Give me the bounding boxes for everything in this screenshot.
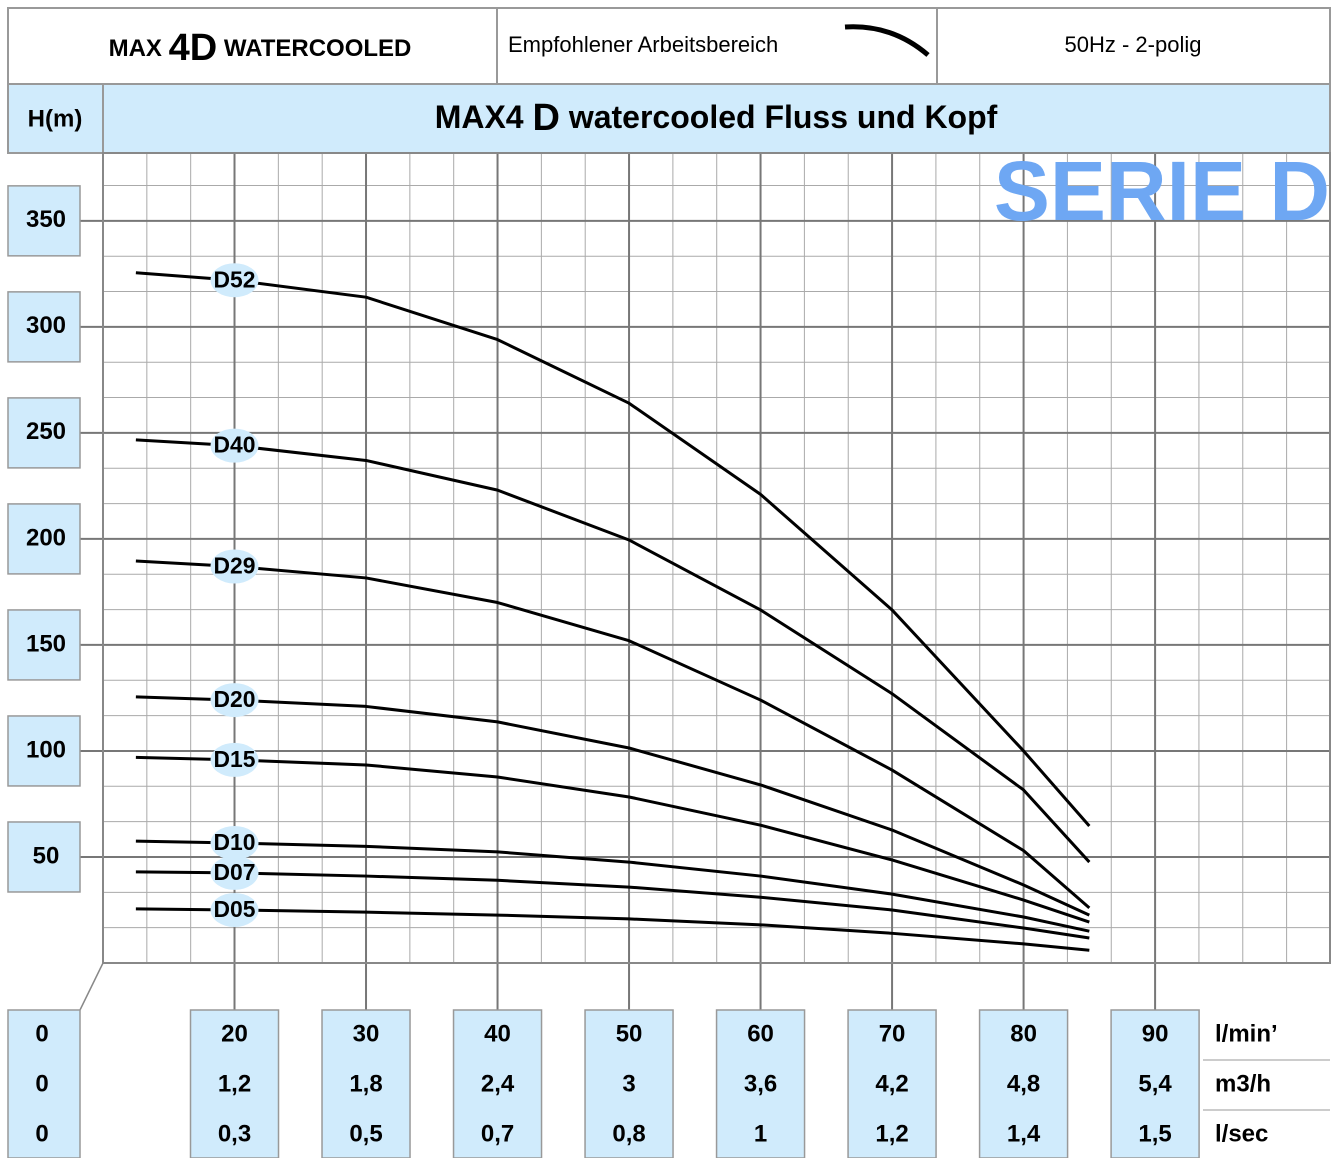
x-tick-box — [715, 1009, 806, 1158]
x-tick-box — [1110, 1009, 1200, 1158]
watermark: SERIE D — [994, 144, 1330, 238]
x-tick-label-m3h: 3 — [622, 1070, 635, 1097]
grid — [80, 153, 1330, 1010]
series-label: D10 — [214, 829, 256, 855]
x-tick-label-lsec: 0,8 — [612, 1120, 645, 1147]
y-tick-box — [7, 291, 81, 363]
series-label: D40 — [214, 432, 256, 458]
heading: MAX 4D WATERCOOLED — [109, 27, 412, 69]
ylabel-cell — [7, 83, 104, 154]
x-tick-box — [452, 1009, 543, 1158]
x-tick-label-m3h: 4,2 — [875, 1070, 908, 1097]
title-part: watercooled Fluss und Kopf — [560, 99, 998, 135]
y-tick-box — [7, 821, 81, 893]
x-tick-label-lsec: 1,4 — [1007, 1120, 1041, 1147]
x-tick-label-lsec: 1,2 — [875, 1120, 908, 1147]
title-cell — [102, 83, 1331, 154]
x-tick-box — [321, 1009, 411, 1158]
series-line — [135, 839, 1090, 933]
series-line — [135, 271, 1091, 828]
x-tick-label-m3h: 4,8 — [1007, 1070, 1040, 1097]
x-origin-label: 0 — [35, 1120, 48, 1147]
legend-line-icon — [844, 24, 930, 57]
x-tick-label: 50 — [616, 1020, 643, 1047]
series-label: D07 — [214, 859, 256, 885]
series-label: D52 — [214, 266, 256, 292]
x-unit-label: l/min’ — [1215, 1020, 1278, 1047]
series-line — [135, 755, 1090, 924]
x-tick-label-m3h: 2,4 — [481, 1070, 515, 1097]
x-tick-label-m3h: 3,6 — [744, 1070, 777, 1097]
x-tick-label: 90 — [1142, 1020, 1169, 1047]
marks: D52 D40 D29 D20 D15 D10 D07 D05 — [135, 263, 1091, 952]
series-line — [135, 907, 1090, 952]
title-part: D — [532, 97, 559, 139]
series-label-bg — [210, 549, 259, 584]
legend-note: Empfohlener Arbeitsbereich — [508, 32, 778, 57]
x-tick-label: 70 — [879, 1020, 906, 1047]
x-tick-label-m3h: 5,4 — [1138, 1070, 1172, 1097]
x-tick-label-lsec: 0,3 — [218, 1120, 251, 1147]
y-tick-label: 50 — [33, 842, 60, 869]
x-tick-box — [584, 1009, 674, 1158]
series-label-bg — [210, 263, 259, 298]
x-tick-label: 40 — [484, 1020, 511, 1047]
x-tick-label-lsec: 0,5 — [349, 1120, 382, 1147]
series-line — [135, 438, 1091, 864]
x-unit-label: l/sec — [1215, 1120, 1268, 1147]
y-tick-label: 150 — [26, 630, 66, 657]
series-label: D05 — [214, 896, 256, 922]
series-label-bg — [210, 683, 259, 718]
x-tick-label-lsec: 1 — [754, 1120, 767, 1147]
x-tick-label: 80 — [1010, 1020, 1037, 1047]
plot-border — [102, 152, 1331, 964]
x-unit-label: m3/h — [1215, 1070, 1271, 1097]
y-axis-label: H(m) — [28, 105, 83, 132]
series-label-bg — [210, 742, 259, 777]
y-tick-label: 100 — [26, 736, 66, 763]
series-line — [135, 559, 1091, 910]
corner-line — [79, 962, 104, 1011]
series-label: D29 — [214, 553, 256, 579]
x-tick-label: 30 — [353, 1020, 380, 1047]
y-tick-label: 300 — [26, 312, 66, 339]
series-line — [135, 695, 1090, 917]
heading-part: WATERCOOLED — [217, 35, 411, 62]
series-line — [135, 870, 1090, 940]
x-tick-label-m3h: 1,2 — [218, 1070, 251, 1097]
chart-title: MAX4 D watercooled Fluss und Kopf — [435, 97, 998, 139]
series-label-bg — [210, 825, 259, 860]
heading-part: 4D — [169, 27, 218, 69]
y-tick-box — [7, 397, 81, 469]
x-origin-label: 0 — [35, 1070, 48, 1097]
title-part: MAX4 — [435, 99, 533, 135]
x-tick-label-lsec: 0,7 — [481, 1120, 514, 1147]
series-label-bg — [210, 428, 259, 463]
y-tick-label: 200 — [26, 524, 66, 551]
y-tick-label: 350 — [26, 206, 66, 233]
x-tick-box — [978, 1009, 1069, 1158]
frequency: 50Hz - 2-polig — [1065, 32, 1202, 57]
x-tick-label: 60 — [747, 1020, 774, 1047]
y-tick-box — [7, 503, 81, 575]
series-label-bg — [210, 892, 259, 927]
y-tick-label: 250 — [26, 418, 66, 445]
series-label-bg — [210, 855, 259, 890]
y-tick-box — [7, 185, 81, 257]
series-label: D15 — [214, 746, 256, 772]
series-label: D20 — [214, 686, 256, 712]
x-tick-label-m3h: 1,8 — [349, 1070, 382, 1097]
header-row — [7, 7, 1331, 85]
x-origin-label: 0 — [35, 1020, 48, 1047]
heading-part: MAX — [109, 35, 169, 62]
y-tick-box — [7, 609, 81, 681]
x-origin-box — [7, 1009, 81, 1158]
y-tick-box — [7, 715, 81, 787]
x-tick-box — [189, 1009, 280, 1158]
x-tick-label-lsec: 1,5 — [1138, 1120, 1171, 1147]
x-tick-label: 20 — [221, 1020, 248, 1047]
x-tick-box — [847, 1009, 937, 1158]
